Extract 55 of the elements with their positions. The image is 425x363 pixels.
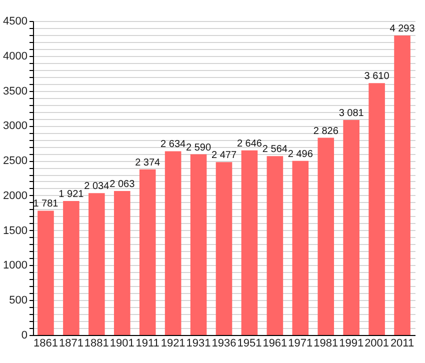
data-label: 2 374 (135, 157, 161, 168)
y-tick-label: 0 (21, 330, 28, 342)
bar (368, 83, 385, 335)
x-tick-label: 1911 (136, 338, 160, 350)
data-label: 1 781 (33, 198, 59, 210)
x-tick-label: 1981 (314, 338, 338, 350)
data-label: 2 477 (211, 150, 237, 162)
x-tick-label: 1936 (212, 338, 236, 350)
data-label: 4 293 (390, 23, 416, 34)
x-tick-label: 1961 (262, 338, 288, 350)
x-tick-label: 1991 (339, 338, 364, 350)
bar (38, 210, 54, 335)
bar (139, 169, 156, 335)
y-tick-label: 4500 (3, 16, 28, 28)
bar (190, 154, 207, 335)
y-tick-label: 1000 (3, 260, 28, 272)
x-tick-label: 1951 (237, 338, 262, 350)
x-tick-label: 2011 (390, 338, 414, 350)
bar (343, 120, 360, 335)
bar (216, 162, 232, 335)
x-tick-label: 1861 (33, 338, 58, 350)
bar (394, 35, 410, 335)
data-label: 2 063 (110, 179, 136, 190)
x-tick-label: 1931 (186, 338, 211, 350)
data-label: 3 081 (338, 108, 364, 120)
y-tick-label: 500 (9, 294, 28, 307)
bar (266, 156, 284, 335)
data-label: 2 634 (160, 139, 186, 150)
data-label: 2 564 (262, 144, 288, 156)
data-label: 2 826 (313, 126, 339, 137)
y-tick-label: 2500 (3, 155, 28, 168)
y-tick-label: 2000 (3, 190, 28, 202)
bar (88, 193, 105, 335)
y-tick-label: 3000 (3, 120, 28, 132)
data-label: 2 496 (288, 148, 314, 160)
data-label: 3 610 (364, 71, 390, 82)
x-tick-label: 2001 (364, 338, 390, 350)
x-tick-label: 1971 (288, 338, 313, 350)
data-label: 2 590 (186, 142, 212, 154)
bar (63, 200, 80, 335)
x-tick-label: 1921 (160, 338, 186, 350)
y-tick-label: 3500 (3, 85, 28, 98)
data-label: 2 646 (236, 138, 262, 150)
y-tick-label: 1500 (3, 224, 28, 237)
bar (241, 150, 258, 335)
data-label: 1 921 (58, 188, 84, 200)
y-tick-label: 4000 (3, 50, 28, 62)
bar (292, 160, 309, 335)
x-tick-label: 1871 (58, 338, 84, 350)
x-tick-label: 1881 (84, 338, 109, 350)
bar (164, 151, 182, 335)
x-tick-label: 1901 (110, 338, 134, 350)
data-label: 2 034 (84, 181, 110, 192)
bar (114, 191, 130, 335)
bar (318, 138, 334, 335)
